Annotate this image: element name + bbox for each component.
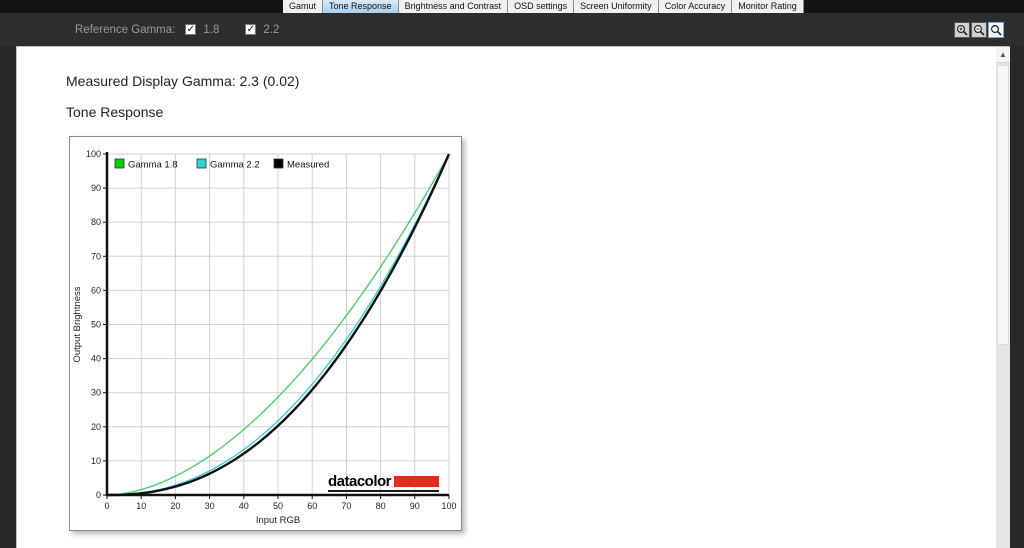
y-tick-label: 90: [91, 183, 101, 193]
tab-bar: Gamut Tone Response Brightness and Contr…: [0, 0, 1024, 13]
x-tick-label: 30: [205, 501, 215, 511]
tone-response-chart: 0 10 20 30 40 50 60 70 80 90 100 0 10 20 30 40 50 60 70 80 9…: [69, 136, 462, 531]
x-tick-label: 70: [341, 501, 351, 511]
gamma-1-8-checkbox[interactable]: ✓: [185, 24, 197, 35]
x-tick-label: 90: [410, 501, 420, 511]
content-panel: Measured Display Gamma: 2.3 (0.02) Tone …: [16, 46, 1010, 548]
series-measured: [106, 153, 451, 497]
gamma-2-2-checkbox[interactable]: ✓: [245, 24, 257, 35]
tab-color-accuracy[interactable]: Color Accuracy: [658, 0, 733, 13]
gamma-2-2-label: 2.2: [263, 23, 280, 36]
y-tick-label: 40: [91, 354, 101, 364]
scrollbar-up-arrow[interactable]: ▲: [996, 47, 1010, 63]
scrollbar-thumb[interactable]: [997, 65, 1009, 345]
legend-label: Measured: [287, 160, 329, 171]
y-tick-label: 70: [91, 251, 101, 261]
legend-swatch: [273, 158, 284, 169]
y-tick-label: 100: [86, 149, 101, 159]
datacolor-logo-text: datacolor: [327, 473, 392, 490]
legend-swatch: [114, 158, 125, 169]
x-tick-label: 10: [136, 501, 146, 511]
datacolor-logo: datacolor: [327, 473, 439, 492]
zoom-in-button[interactable]: [954, 22, 970, 38]
tab-monitor-rating[interactable]: Monitor Rating: [732, 0, 804, 13]
reference-gamma-label: Reference Gamma:: [75, 23, 176, 36]
x-tick-label: 100: [441, 501, 456, 511]
y-axis-title: Output Brightness: [72, 286, 83, 362]
tab-gamut[interactable]: Gamut: [283, 0, 324, 13]
chart-canvas: 0 10 20 30 40 50 60 70 80 90 100 0 10 20 30 40 50 60 70 80 9…: [72, 149, 457, 526]
toolbar: Reference Gamma: ✓ 1.8 ✓ 2.2: [0, 13, 1024, 46]
x-tick-label: 80: [376, 501, 386, 511]
tab-osd-settings[interactable]: OSD settings: [508, 0, 575, 13]
x-tick-label: 40: [239, 501, 249, 511]
series-gamma-1-8: [106, 153, 450, 496]
gamma-1-8-option: ✓ 1.8: [185, 24, 235, 36]
y-tick-label: 10: [91, 456, 101, 466]
zoom-controls: [954, 22, 1004, 38]
tab-screen-uniformity[interactable]: Screen Uniformity: [574, 0, 659, 13]
section-title: Tone Response: [66, 104, 164, 120]
x-tick-label: 20: [170, 501, 180, 511]
zoom-out-button[interactable]: [971, 22, 987, 38]
x-tick-label: 60: [307, 501, 317, 511]
zoom-out-icon: [973, 24, 985, 36]
legend-label: Gamma 1.8: [128, 160, 178, 171]
datacolor-logo-red-bar: [394, 476, 439, 487]
measured-gamma-heading: Measured Display Gamma: 2.3 (0.02): [66, 73, 300, 89]
tab-brightness-contrast[interactable]: Brightness and Contrast: [398, 0, 509, 13]
y-tick-label: 60: [91, 285, 101, 295]
y-tick-label: 80: [91, 217, 101, 227]
y-tick-label: 20: [91, 422, 101, 432]
y-tick-label: 50: [91, 320, 101, 330]
x-axis-title: Input RGB: [256, 515, 300, 526]
tab-strip: Gamut Tone Response Brightness and Contr…: [283, 0, 804, 13]
y-tick-label: 0: [96, 490, 101, 500]
zoom-in-icon: [956, 24, 968, 36]
magnifier-icon: [990, 24, 1002, 36]
gamma-2-2-option: ✓ 2.2: [245, 24, 295, 36]
y-tick-label: 30: [91, 388, 101, 398]
x-tick-label: 50: [273, 501, 283, 511]
gamma-1-8-label: 1.8: [203, 23, 220, 36]
zoom-fit-button[interactable]: [988, 22, 1004, 38]
legend-swatch: [196, 158, 207, 169]
vertical-scrollbar[interactable]: ▲: [996, 47, 1010, 548]
tab-tone-response[interactable]: Tone Response: [323, 0, 399, 13]
legend-label: Gamma 2.2: [210, 160, 260, 171]
x-tick-label: 0: [104, 501, 109, 511]
